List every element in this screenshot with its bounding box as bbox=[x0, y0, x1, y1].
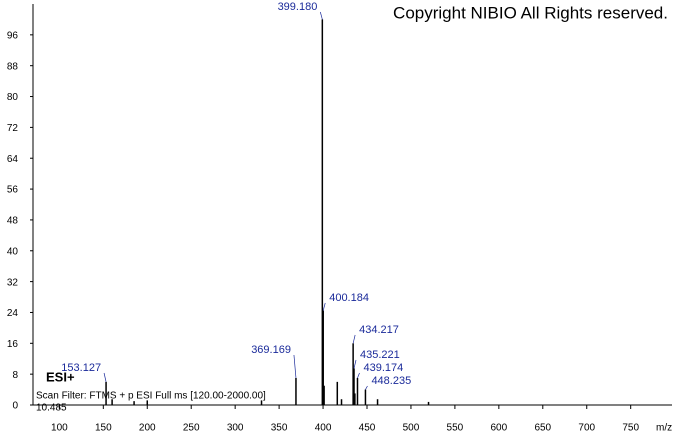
peak-label: 369.169 bbox=[251, 344, 291, 356]
x-tick-label: 250 bbox=[183, 423, 200, 434]
label-leader bbox=[352, 334, 356, 344]
x-tick-label: 750 bbox=[622, 423, 639, 434]
y-tick-label: 72 bbox=[7, 123, 19, 134]
x-tick-label: 350 bbox=[271, 423, 288, 434]
peak-label: 439.174 bbox=[363, 362, 403, 374]
y-tick-label: 24 bbox=[7, 308, 19, 319]
label-leader bbox=[293, 354, 297, 379]
x-tick-label: 400 bbox=[315, 423, 332, 434]
peak-label: 434.217 bbox=[359, 324, 399, 336]
x-tick-label: 700 bbox=[578, 423, 595, 434]
label-leader bbox=[103, 372, 107, 382]
x-tick-label: 100 bbox=[51, 423, 68, 434]
ionization: ESI+ bbox=[46, 369, 75, 384]
label-leader bbox=[322, 302, 326, 311]
y-tick-label: 0 bbox=[12, 401, 18, 412]
copyright: Copyright NIBIO All Rights reserved. bbox=[393, 3, 668, 22]
y-tick-label: 16 bbox=[7, 339, 19, 350]
y-tick-label: 48 bbox=[7, 216, 19, 227]
x-tick-label: 550 bbox=[447, 423, 464, 434]
x-tick-label: 200 bbox=[139, 423, 156, 434]
peak-label: 153.127 bbox=[61, 362, 101, 374]
peak-label: 435.221 bbox=[360, 349, 400, 361]
x-tick-label: 600 bbox=[491, 423, 508, 434]
x-tick-label: 300 bbox=[227, 423, 244, 434]
peak-label: 400.184 bbox=[329, 292, 369, 304]
label-leader bbox=[357, 372, 360, 379]
x-axis-label: m/z bbox=[656, 423, 672, 434]
y-tick-label: 56 bbox=[7, 185, 19, 196]
scan-filter: Scan Filter: FTMS + p ESI Full ms [120.0… bbox=[36, 391, 266, 402]
x-tick-label: 500 bbox=[403, 423, 420, 434]
y-tick-label: 8 bbox=[12, 370, 18, 381]
label-leader bbox=[365, 385, 368, 390]
x-tick-label: 450 bbox=[359, 423, 376, 434]
peak-label: 448.235 bbox=[371, 375, 411, 387]
y-tick-label: 40 bbox=[7, 246, 19, 257]
x-tick-label: 650 bbox=[534, 423, 551, 434]
label-leader bbox=[353, 359, 357, 369]
y-tick-label: 96 bbox=[7, 30, 19, 41]
y-tick-label: 32 bbox=[7, 277, 19, 288]
x-tick-label: 150 bbox=[95, 423, 112, 434]
label-leader bbox=[319, 11, 323, 20]
peak-label: 399.180 bbox=[278, 1, 318, 13]
y-tick-label: 80 bbox=[7, 92, 19, 103]
y-tick-label: 64 bbox=[7, 154, 19, 165]
retention-time: 10.485 bbox=[36, 403, 67, 414]
y-tick-label: 88 bbox=[7, 61, 19, 72]
